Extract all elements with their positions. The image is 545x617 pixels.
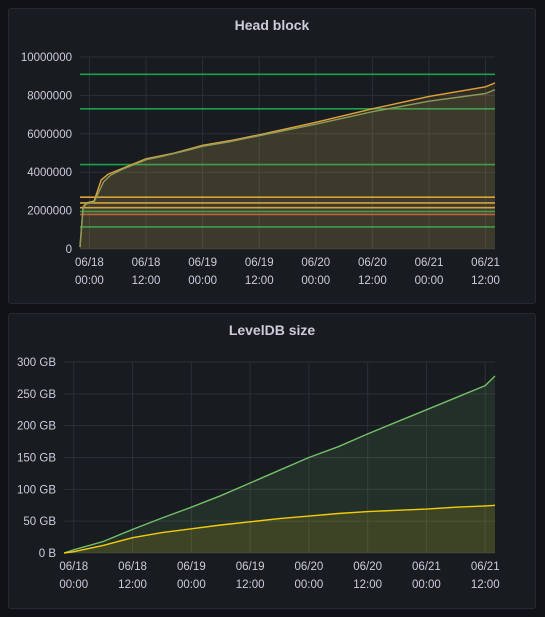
x-tick-time: 12:00 xyxy=(236,579,265,591)
x-tick-time: 00:00 xyxy=(75,275,104,287)
x-tick-time: 00:00 xyxy=(415,275,444,287)
x-tick-time: 12:00 xyxy=(471,275,500,287)
x-tick-date: 06/21 xyxy=(415,257,444,269)
y-tick-label: 2000000 xyxy=(27,206,72,218)
x-tick-date: 06/20 xyxy=(294,561,323,573)
y-tick-label: 150 GB xyxy=(17,453,56,465)
series-line-1[interactable] xyxy=(63,504,496,554)
series-area xyxy=(80,89,495,249)
head-block-panel[interactable]: Head block 0 2000000 4000000 6000000 8000000… xyxy=(8,8,536,304)
series-line-1[interactable] xyxy=(79,88,496,248)
x-tick-date: 06/18 xyxy=(75,257,104,269)
panel-title[interactable]: Head block xyxy=(234,17,310,33)
y-tick-label: 300 GB xyxy=(17,357,56,369)
x-tick-time: 12:00 xyxy=(132,275,161,287)
y-tick-label: 10000000 xyxy=(21,52,72,64)
x-tick-time: 12:00 xyxy=(245,275,274,287)
head-block-chart: 0 2000000 4000000 6000000 8000000 10000000 06/… xyxy=(21,52,500,287)
leveldb-size-chart: 0 B 50 GB 100 GB 150 GB 200 GB 250 GB 300 GB 06… xyxy=(17,357,500,591)
leveldb-size-panel[interactable]: LevelDB size 0 B 50 GB 100 GB 150 GB 200 GB 2… xyxy=(8,313,536,609)
x-tick-date: 06/21 xyxy=(471,257,500,269)
y-tick-label: 100 GB xyxy=(17,484,56,496)
x-tick-time: 00:00 xyxy=(294,579,323,591)
panel-title[interactable]: LevelDB size xyxy=(228,322,316,338)
x-tick-date: 06/20 xyxy=(301,257,330,269)
y-tick-label: 0 xyxy=(66,244,72,256)
series-area xyxy=(64,505,495,553)
x-tick-date: 06/20 xyxy=(358,257,387,269)
y-tick-label: 8000000 xyxy=(27,90,72,102)
x-tick-date: 06/21 xyxy=(471,561,500,573)
series-area xyxy=(80,82,495,250)
y-tick-label: 250 GB xyxy=(17,389,56,401)
x-tick-time: 00:00 xyxy=(412,579,441,591)
y-tick-label: 0 B xyxy=(39,548,57,560)
grid xyxy=(80,56,495,250)
y-tick-label: 4000000 xyxy=(27,167,72,179)
series-line-0[interactable] xyxy=(63,375,496,554)
x-tick-date: 06/18 xyxy=(118,561,147,573)
x-tick-date: 06/20 xyxy=(353,561,382,573)
x-tick-time: 00:00 xyxy=(188,275,217,287)
x-tick-time: 00:00 xyxy=(177,579,206,591)
x-tick-date: 06/19 xyxy=(177,561,206,573)
grid xyxy=(64,361,495,554)
x-tick-time: 12:00 xyxy=(118,579,147,591)
x-tick-time: 12:00 xyxy=(353,579,382,591)
series-area xyxy=(64,376,495,553)
x-tick-date: 06/18 xyxy=(59,561,88,573)
y-tick-label: 6000000 xyxy=(27,129,72,141)
x-tick-date: 06/18 xyxy=(132,257,161,269)
x-tick-date: 06/19 xyxy=(236,561,265,573)
x-tick-time: 00:00 xyxy=(301,275,330,287)
y-tick-label: 200 GB xyxy=(17,421,56,433)
y-tick-label: 50 GB xyxy=(23,516,56,528)
x-tick-date: 06/19 xyxy=(188,257,217,269)
x-tick-time: 12:00 xyxy=(358,275,387,287)
x-tick-time: 00:00 xyxy=(59,579,88,591)
x-tick-date: 06/21 xyxy=(412,561,441,573)
x-tick-date: 06/19 xyxy=(245,257,274,269)
x-tick-time: 12:00 xyxy=(471,579,500,591)
